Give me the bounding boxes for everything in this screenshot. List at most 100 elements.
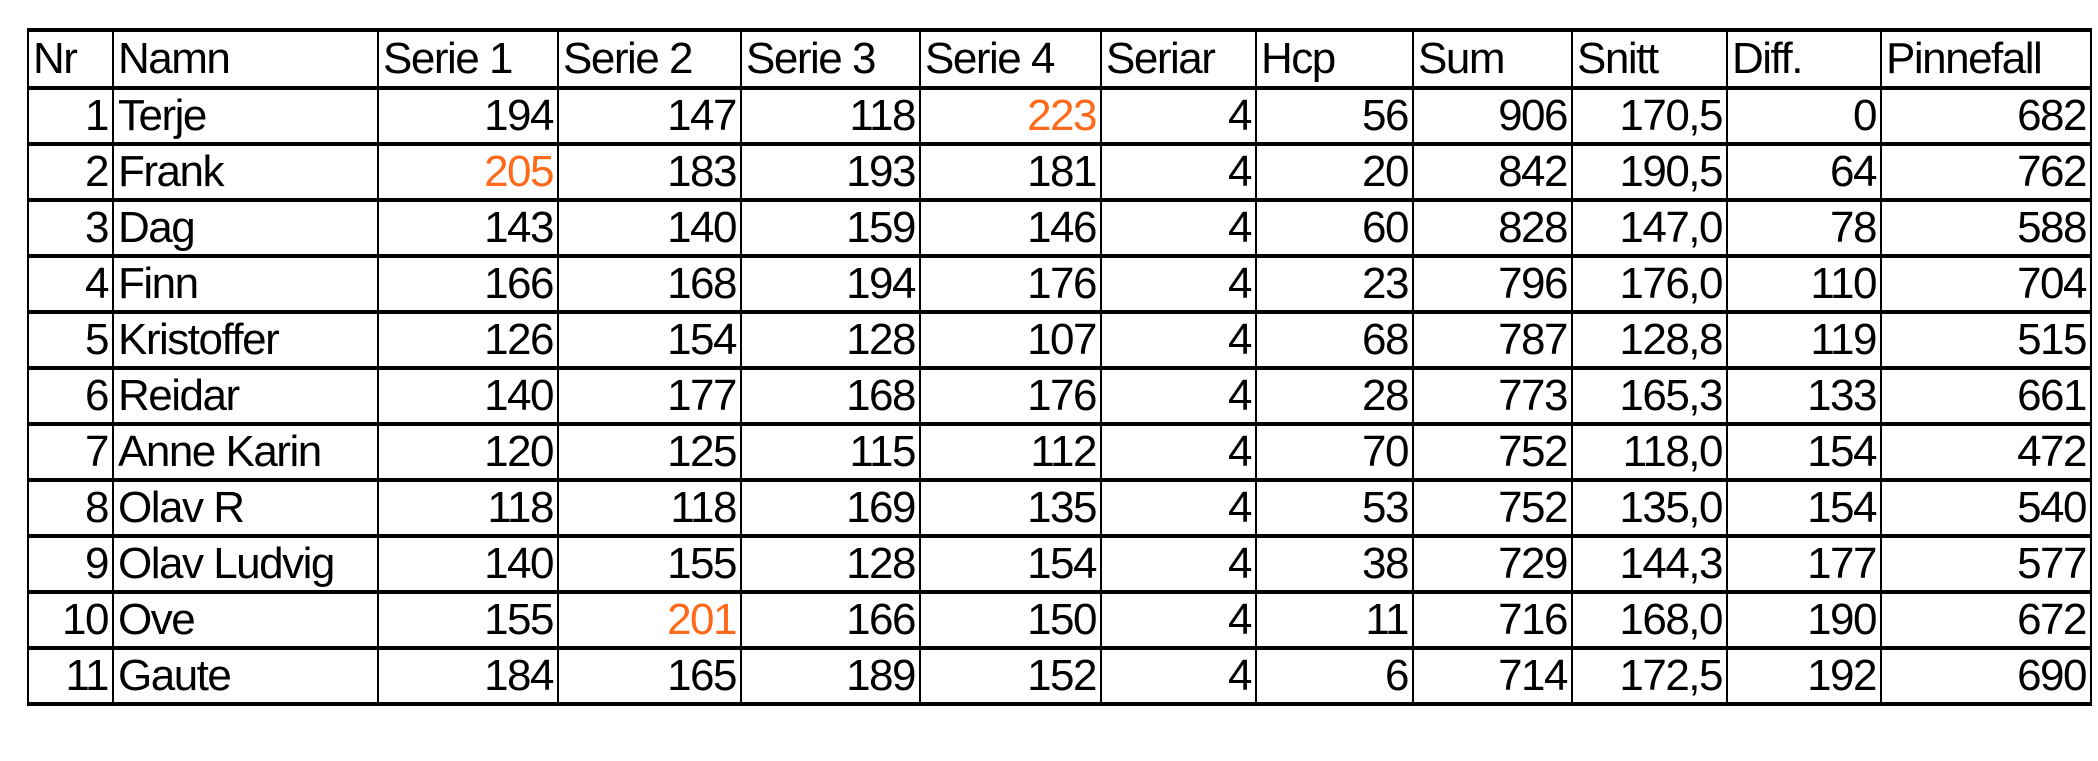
cell-hcp: 6 (1255, 646, 1414, 706)
cell-seriar: 4 (1100, 534, 1257, 594)
cell-snitt: 176,0 (1571, 254, 1728, 314)
cell-snitt: 190,5 (1571, 142, 1728, 202)
cell-pinnefall: 540 (1880, 478, 2092, 538)
cell-hcp: 20 (1255, 142, 1414, 202)
cell-seriar: 4 (1100, 366, 1257, 426)
cell-serie-2: 140 (557, 198, 742, 258)
cell-serie-2: 183 (557, 142, 742, 202)
cell-serie-1: 118 (377, 478, 559, 538)
cell-seriar: 4 (1100, 590, 1257, 650)
cell-pinnefall: 762 (1880, 142, 2092, 202)
cell-serie-4: 223 (919, 86, 1102, 146)
cell-pinnefall: 704 (1880, 254, 2092, 314)
cell-hcp: 56 (1255, 86, 1414, 146)
column-header-serie-2: Serie 2 (557, 28, 742, 90)
cell-sum: 729 (1412, 534, 1573, 594)
cell-serie-4: 176 (919, 366, 1102, 426)
cell-nr: 10 (27, 590, 114, 650)
cell-serie-3: 189 (740, 646, 921, 706)
cell-nr: 9 (27, 534, 114, 594)
cell-diff: 110 (1726, 254, 1882, 314)
cell-sum: 842 (1412, 142, 1573, 202)
cell-snitt: 165,3 (1571, 366, 1728, 426)
cell-serie-4: 181 (919, 142, 1102, 202)
cell-sum: 773 (1412, 366, 1573, 426)
cell-serie-1: 140 (377, 366, 559, 426)
cell-pinnefall: 588 (1880, 198, 2092, 258)
cell-hcp: 53 (1255, 478, 1414, 538)
cell-snitt: 118,0 (1571, 422, 1728, 482)
cell-serie-1: 184 (377, 646, 559, 706)
cell-serie-3: 128 (740, 310, 921, 370)
cell-serie-1: 126 (377, 310, 559, 370)
column-header-seriar: Seriar (1100, 28, 1257, 90)
header-row: Nr Namn Serie 1 Serie 2 Serie 3 Serie 4 Seriar… (27, 28, 2092, 90)
table-row: 9 Olav Ludvig 140 155 128 154 4 38 729 144,3 177 57… (27, 534, 2092, 594)
cell-serie-4: 150 (919, 590, 1102, 650)
cell-pinnefall: 682 (1880, 86, 2092, 146)
cell-serie-4: 146 (919, 198, 1102, 258)
table-row: 3 Dag 143 140 159 146 4 60 828 147,0 78 588 (27, 198, 2092, 258)
cell-sum: 906 (1412, 86, 1573, 146)
cell-seriar: 4 (1100, 478, 1257, 538)
cell-seriar: 4 (1100, 86, 1257, 146)
table-row: 7 Anne Karin 120 125 115 112 4 70 752 118,0 154 472 (27, 422, 2092, 482)
cell-sum: 828 (1412, 198, 1573, 258)
column-header-serie-1: Serie 1 (377, 28, 559, 90)
cell-snitt: 144,3 (1571, 534, 1728, 594)
cell-sum: 796 (1412, 254, 1573, 314)
cell-namn: Olav Ludvig (112, 534, 379, 594)
cell-serie-4: 176 (919, 254, 1102, 314)
column-header-namn: Namn (112, 28, 379, 90)
table-row: 8 Olav R 118 118 169 135 4 53 752 135,0 154 540 (27, 478, 2092, 538)
cell-snitt: 170,5 (1571, 86, 1728, 146)
cell-serie-1: 120 (377, 422, 559, 482)
table-row: 2 Frank 205 183 193 181 4 20 842 190,5 64 762 (27, 142, 2092, 202)
cell-serie-4: 135 (919, 478, 1102, 538)
table-row: 6 Reidar 140 177 168 176 4 28 773 165,3 133 661 (27, 366, 2092, 426)
cell-pinnefall: 472 (1880, 422, 2092, 482)
column-header-hcp: Hcp (1255, 28, 1414, 90)
cell-diff: 133 (1726, 366, 1882, 426)
cell-namn: Finn (112, 254, 379, 314)
cell-namn: Ove (112, 590, 379, 650)
cell-pinnefall: 515 (1880, 310, 2092, 370)
cell-snitt: 135,0 (1571, 478, 1728, 538)
cell-serie-2: 177 (557, 366, 742, 426)
cell-sum: 752 (1412, 422, 1573, 482)
cell-seriar: 4 (1100, 142, 1257, 202)
cell-snitt: 147,0 (1571, 198, 1728, 258)
cell-sum: 787 (1412, 310, 1573, 370)
cell-pinnefall: 577 (1880, 534, 2092, 594)
cell-serie-2: 154 (557, 310, 742, 370)
cell-namn: Kristoffer (112, 310, 379, 370)
cell-diff: 192 (1726, 646, 1882, 706)
cell-namn: Olav R (112, 478, 379, 538)
table-row: 11 Gaute 184 165 189 152 4 6 714 172,5 192 690 (27, 646, 2092, 706)
cell-serie-1: 205 (377, 142, 559, 202)
cell-pinnefall: 672 (1880, 590, 2092, 650)
cell-nr: 5 (27, 310, 114, 370)
cell-seriar: 4 (1100, 422, 1257, 482)
cell-namn: Terje (112, 86, 379, 146)
cell-serie-1: 155 (377, 590, 559, 650)
cell-nr: 1 (27, 86, 114, 146)
cell-seriar: 4 (1100, 310, 1257, 370)
cell-nr: 6 (27, 366, 114, 426)
cell-hcp: 70 (1255, 422, 1414, 482)
cell-diff: 78 (1726, 198, 1882, 258)
cell-serie-4: 152 (919, 646, 1102, 706)
cell-serie-2: 155 (557, 534, 742, 594)
cell-namn: Dag (112, 198, 379, 258)
cell-serie-2: 168 (557, 254, 742, 314)
cell-nr: 3 (27, 198, 114, 258)
cell-serie-3: 118 (740, 86, 921, 146)
cell-diff: 190 (1726, 590, 1882, 650)
cell-serie-1: 194 (377, 86, 559, 146)
cell-diff: 119 (1726, 310, 1882, 370)
cell-namn: Reidar (112, 366, 379, 426)
cell-hcp: 11 (1255, 590, 1414, 650)
cell-serie-4: 107 (919, 310, 1102, 370)
column-header-serie-3: Serie 3 (740, 28, 921, 90)
cell-namn: Anne Karin (112, 422, 379, 482)
